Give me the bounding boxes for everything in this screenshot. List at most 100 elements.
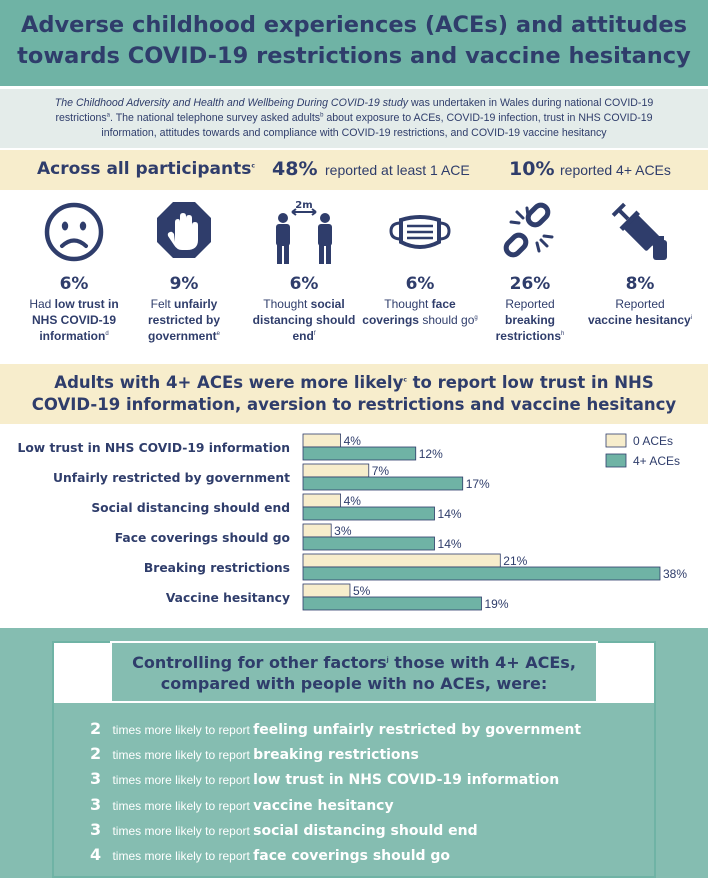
value-label-4-aces-vaccine-hesitancy: 19% bbox=[485, 597, 509, 611]
likelihood-item: 3 times more likely to report social dis… bbox=[90, 820, 650, 845]
likelihood-multiplier: 3 bbox=[90, 819, 102, 839]
category-label-unfairly-restricted-by-government: Unfairly restricted by government bbox=[53, 471, 290, 485]
stat-percent: 8% bbox=[625, 274, 655, 294]
likelihood-text: times more likely to report bbox=[112, 798, 254, 813]
value-label-0-aces-low-trust-in-nhs-covid-19-information: 4% bbox=[344, 434, 362, 448]
stat-desc-bold: social distancing should end bbox=[252, 297, 356, 343]
bar-0-aces-face-coverings-should-go bbox=[302, 523, 332, 538]
intro-text: The Childhood Adversity and Health and W… bbox=[30, 96, 678, 141]
bar-0-aces-breaking-restrictions bbox=[302, 553, 501, 568]
likelihood-topic: face coverings should go bbox=[253, 847, 451, 864]
stat-description: Thought social distancing should endf bbox=[246, 296, 362, 344]
likelihood-text: times more likely to report bbox=[112, 723, 254, 737]
stat-breaking-restrictions: 26% Reported breaking restrictionsh bbox=[472, 196, 588, 344]
distance-label: 2m bbox=[295, 200, 312, 211]
bar-0-aces-social-distancing-should-end bbox=[302, 493, 341, 508]
likelihood-item: 2 times more likely to report breaking r… bbox=[90, 744, 650, 769]
footnote-h: h bbox=[561, 331, 565, 337]
stat-desc-bold: breaking restrictions bbox=[495, 313, 561, 343]
footnote-d: d bbox=[105, 331, 109, 337]
bar-4-aces-unfairly-restricted-by-government bbox=[302, 476, 464, 491]
likelihood-multiplier: 4 bbox=[90, 844, 102, 864]
footnote-f: f bbox=[313, 331, 316, 337]
legend-swatch-0-aces bbox=[605, 433, 627, 448]
any-ace-percent: 48% bbox=[272, 158, 318, 180]
likelihood-text: times more likely to report bbox=[112, 848, 254, 863]
stat-percent: 26% bbox=[509, 274, 551, 294]
comparison-title-line-2: COVID-19 information, aversion to restri… bbox=[31, 395, 677, 414]
bar-chart: Low trust in NHS COVID-19 information 4% 1… bbox=[0, 428, 708, 624]
likelihood-text: times more likely to report bbox=[112, 773, 254, 788]
bar-0-aces-vaccine-hesitancy bbox=[302, 583, 351, 598]
bar-4-aces-breaking-restrictions bbox=[302, 566, 661, 581]
controlling-panel: Controlling for other factorsj those wit… bbox=[52, 641, 656, 878]
face-mask-icon bbox=[387, 196, 453, 266]
stop-hand-icon bbox=[151, 196, 217, 266]
controlling-title-line-2: compared with people with no ACEs, were: bbox=[160, 674, 548, 693]
likelihood-item: 2 times more likely to report feeling un… bbox=[90, 719, 650, 744]
stat-vaccine-hesitancy: 8% Reported vaccine hesitancyi bbox=[582, 196, 698, 328]
four-ace-percent: 10% bbox=[509, 158, 555, 180]
legend-swatch-4-aces bbox=[605, 453, 627, 468]
summary-label: Across all participantsc bbox=[37, 159, 255, 179]
stat-description: Thought face coverings should gog bbox=[362, 296, 478, 328]
value-label-0-aces-breaking-restrictions: 21% bbox=[503, 554, 527, 568]
stat-desc-bold: face coverings bbox=[362, 297, 456, 327]
stat-percent: 9% bbox=[169, 274, 199, 294]
four-ace-text: reported 4+ ACEs bbox=[560, 162, 671, 178]
footnote-c: c bbox=[403, 376, 407, 384]
stat-desc-bold: unfairly restricted by government bbox=[147, 297, 221, 343]
stat-desc-pre: Felt bbox=[150, 297, 174, 311]
likelihood-multiplier: 2 bbox=[90, 719, 102, 738]
stat-desc-pre: Thought bbox=[263, 297, 311, 311]
stat-desc-pre: Had bbox=[29, 297, 55, 311]
stat-unfairly-restricted: 9% Felt unfairly restricted by governmen… bbox=[126, 196, 242, 344]
bar-4-aces-face-coverings-should-go bbox=[302, 536, 435, 551]
controlling-title-line-1-end: those with 4+ ACEs, bbox=[388, 653, 576, 672]
value-label-0-aces-vaccine-hesitancy: 5% bbox=[353, 584, 371, 598]
controlling-title-box: Controlling for other factorsj those wit… bbox=[110, 641, 598, 703]
comparison-title: Adults with 4+ ACEs were more likelyc to… bbox=[0, 372, 708, 416]
likelihood-topic: breaking restrictions bbox=[253, 747, 419, 764]
stat-desc-pre: Reported bbox=[615, 297, 665, 311]
bar-4-aces-low-trust-in-nhs-covid-19-information bbox=[302, 446, 417, 461]
vaccine-syringe-icon bbox=[607, 196, 673, 266]
stat-description: Reported breaking restrictionsh bbox=[472, 296, 588, 344]
legend-label-4-aces: 4+ ACEs bbox=[633, 454, 680, 468]
summary-band: Across all participantsc 48% reported at… bbox=[0, 150, 708, 190]
value-label-0-aces-face-coverings-should-go: 3% bbox=[334, 524, 352, 538]
value-label-0-aces-social-distancing-should-end: 4% bbox=[344, 494, 362, 508]
footnote-g: g bbox=[474, 315, 478, 321]
bar-4-aces-social-distancing-should-end bbox=[302, 506, 435, 521]
controlling-title: Controlling for other factorsj those wit… bbox=[112, 652, 596, 694]
any-ace-text: reported at least 1 ACE bbox=[325, 162, 470, 178]
stat-percent: 6% bbox=[289, 274, 319, 294]
title-line-2: towards COVID-19 restrictions and vaccin… bbox=[17, 43, 691, 69]
comparison-band: Adults with 4+ ACEs were more likelyc to… bbox=[0, 364, 708, 424]
controlling-title-line-1: Controlling for other factors bbox=[132, 653, 387, 672]
stat-desc-bold: low trust in NHS COVID-19 information bbox=[31, 297, 119, 343]
likelihood-text: times more likely to report bbox=[112, 823, 254, 838]
bar-0-aces-unfairly-restricted-by-government bbox=[302, 463, 370, 478]
footnote-j: j bbox=[386, 656, 389, 664]
summary-label-text: Across all participants bbox=[37, 159, 252, 179]
comparison-title-line-1-end: to report low trust in NHS bbox=[406, 373, 654, 392]
likelihood-topic: vaccine hesitancy bbox=[253, 797, 394, 814]
stat-face-coverings: 6% Thought face coverings should gog bbox=[362, 196, 478, 328]
social-distance-icon: 2m bbox=[271, 196, 337, 266]
likelihood-multiplier: 3 bbox=[90, 769, 102, 789]
intro-text-3: about exposure to ACEs, COVID-19 infecti… bbox=[101, 112, 653, 139]
footnote-i: i bbox=[690, 315, 693, 321]
likelihood-multiplier: 2 bbox=[90, 744, 102, 764]
header: Adverse childhood experiences (ACEs) and… bbox=[0, 0, 708, 86]
footnote-e: e bbox=[216, 331, 221, 337]
panel-body bbox=[54, 703, 654, 876]
sad-face-icon bbox=[41, 196, 107, 266]
legend-label-0-aces: 0 ACEs bbox=[633, 434, 673, 448]
footnote-c: c bbox=[251, 162, 255, 170]
stat-percent: 6% bbox=[405, 274, 435, 294]
likelihood-multiplier: 3 bbox=[90, 794, 102, 814]
likelihood-item: 3 times more likely to report low trust … bbox=[90, 769, 650, 794]
category-label-face-coverings-should-go: Face coverings should go bbox=[115, 531, 290, 545]
category-label-low-trust-in-nhs-covid-19-information: Low trust in NHS COVID-19 information bbox=[18, 441, 290, 455]
